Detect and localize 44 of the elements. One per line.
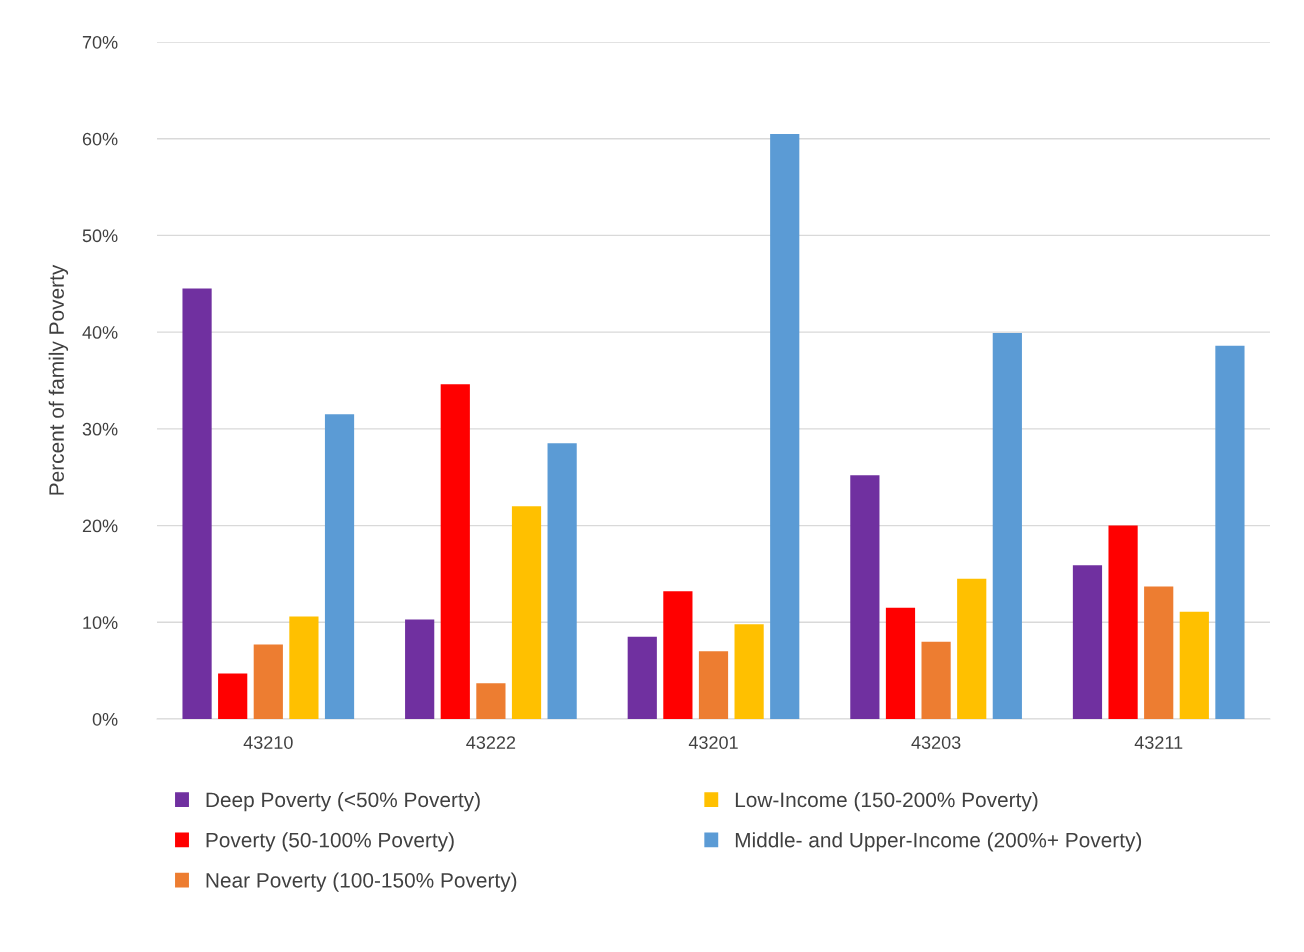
legend-label: Near Poverty (100-150% Poverty) — [206, 872, 517, 892]
y-tick-label: 50% — [82, 229, 118, 243]
bar — [921, 641, 951, 719]
y-tick-label: 40% — [82, 326, 118, 339]
y-tick-label: 30% — [82, 422, 118, 436]
bar — [770, 133, 800, 719]
bar — [440, 384, 470, 719]
bar — [253, 644, 283, 719]
bar — [547, 443, 577, 719]
bar — [698, 651, 729, 719]
bar — [885, 607, 916, 719]
y-tick-label: 70% — [82, 35, 118, 49]
bar — [1072, 565, 1103, 719]
bar — [289, 616, 319, 719]
x-tick-label: 43222 — [466, 736, 516, 749]
y-tick-label: 0% — [92, 712, 118, 726]
y-tick-label: 20% — [82, 519, 118, 533]
bar — [850, 475, 880, 719]
legend-label: Deep Poverty (<50% Poverty) — [206, 791, 480, 812]
y-tick-label: 10% — [83, 616, 118, 630]
bar — [1215, 345, 1245, 719]
bar — [476, 683, 506, 719]
legend-label: Middle- and Upper-Income (200%+ Poverty) — [735, 832, 1142, 852]
bar — [1179, 611, 1209, 719]
bar — [992, 333, 1022, 719]
bar — [957, 578, 987, 719]
bar — [1144, 586, 1174, 719]
bar — [218, 673, 248, 719]
bar — [734, 624, 764, 719]
bar — [627, 636, 657, 719]
x-tick-label: 43210 — [243, 736, 293, 749]
bar — [663, 591, 693, 719]
y-axis-title: Percent of family Poverty — [48, 264, 69, 495]
x-tick-label: 43201 — [688, 736, 738, 749]
bar — [405, 619, 435, 719]
x-tick-label: 43211 — [1134, 736, 1183, 749]
bar — [511, 506, 542, 719]
legend-label: Low-Income (150-200% Poverty) — [735, 791, 1038, 812]
bar — [1108, 525, 1138, 719]
bar — [182, 288, 212, 719]
bar — [324, 414, 355, 719]
legend-label: Poverty (50-100% Poverty) — [206, 832, 454, 852]
y-tick-label: 60% — [82, 132, 118, 146]
x-tick-label: 43203 — [911, 736, 961, 749]
